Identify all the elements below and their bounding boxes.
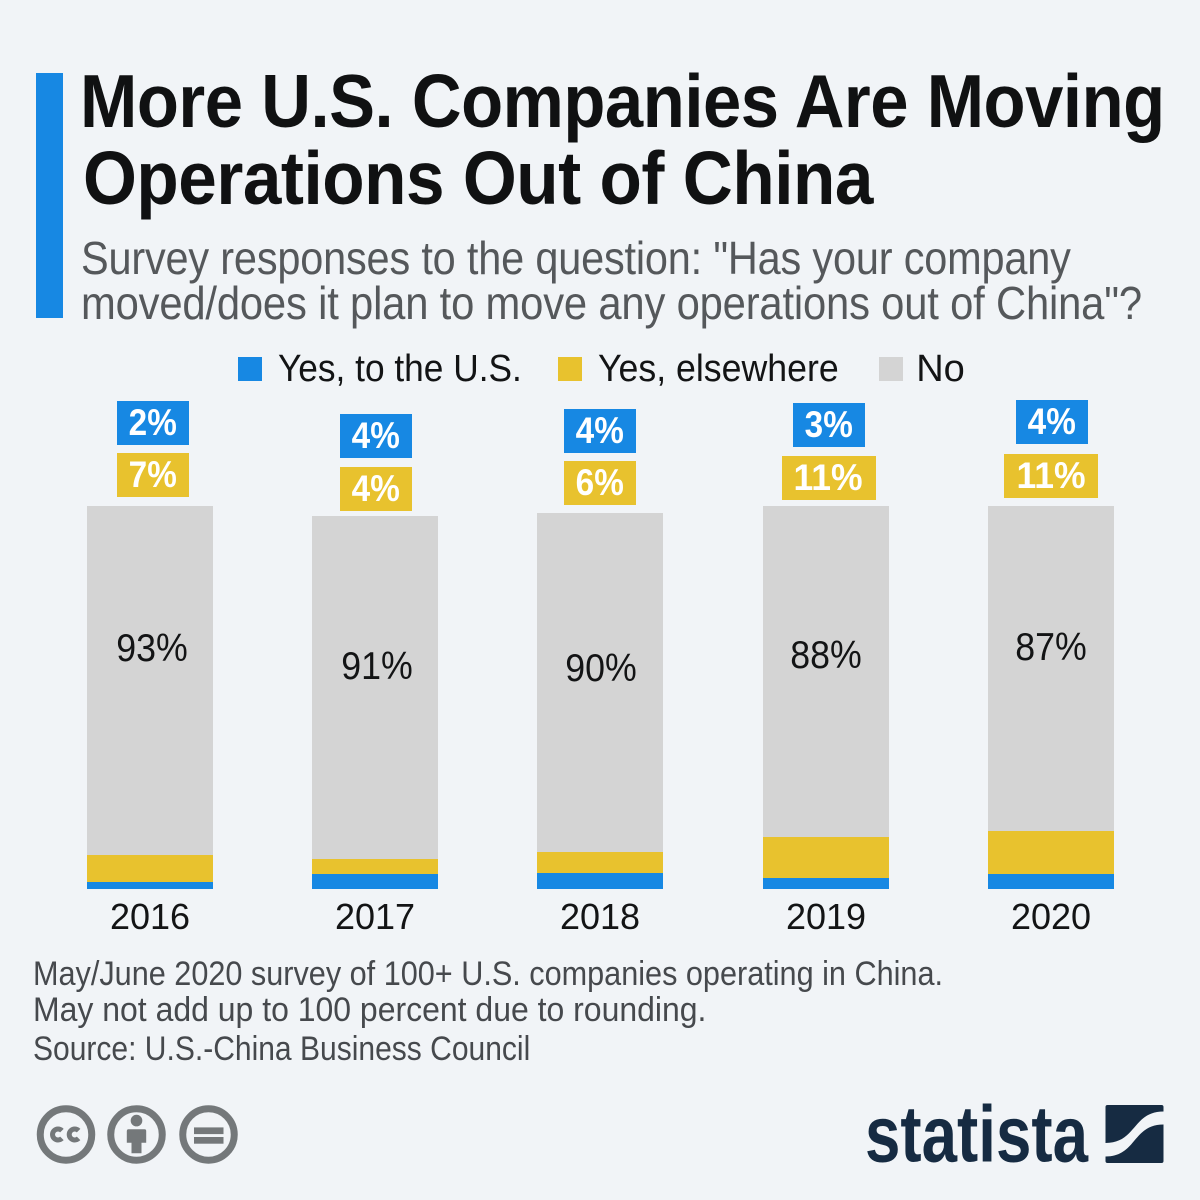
svg-text:statista: statista bbox=[865, 1095, 1088, 1175]
